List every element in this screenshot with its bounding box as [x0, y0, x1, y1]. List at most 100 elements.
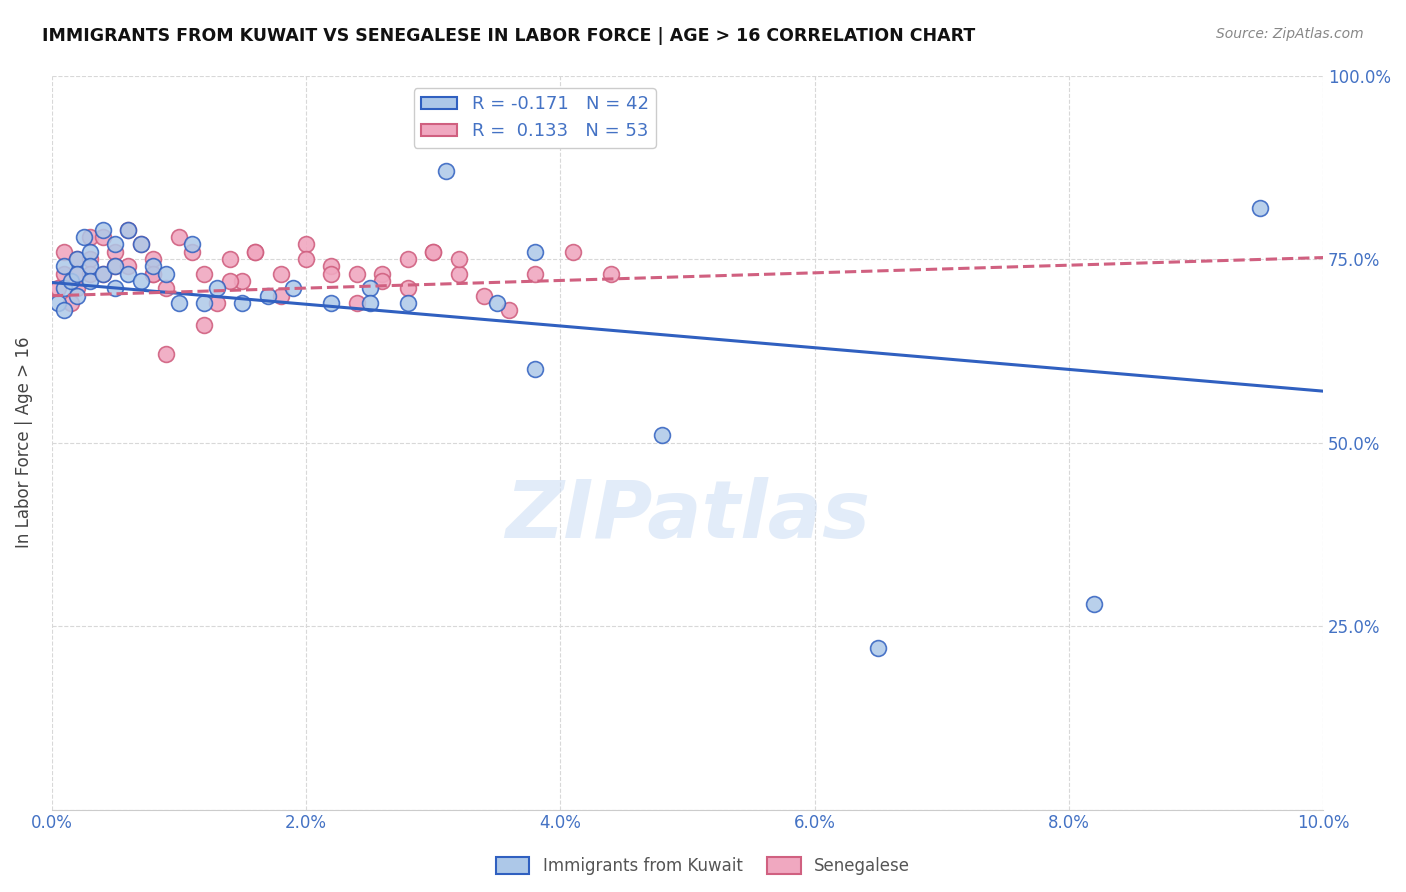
- Point: [1249, 201, 1271, 215]
- Point: [231, 296, 253, 310]
- Point: [523, 362, 546, 376]
- Point: [53, 281, 76, 295]
- Point: [155, 267, 177, 281]
- Point: [167, 296, 190, 310]
- Point: [117, 267, 139, 281]
- Point: [66, 252, 89, 266]
- Point: [46, 281, 69, 295]
- Point: [59, 296, 82, 310]
- Point: [104, 260, 127, 274]
- Point: [447, 252, 470, 266]
- Point: [104, 260, 127, 274]
- Point: [66, 289, 89, 303]
- Legend: Immigrants from Kuwait, Senegalese: Immigrants from Kuwait, Senegalese: [488, 849, 918, 884]
- Point: [79, 252, 101, 266]
- Point: [523, 267, 546, 281]
- Point: [129, 237, 152, 252]
- Point: [117, 222, 139, 236]
- Y-axis label: In Labor Force | Age > 16: In Labor Force | Age > 16: [15, 337, 32, 549]
- Point: [523, 244, 546, 259]
- Point: [371, 267, 394, 281]
- Point: [104, 237, 127, 252]
- Point: [129, 274, 152, 288]
- Point: [346, 296, 368, 310]
- Point: [53, 303, 76, 318]
- Point: [257, 289, 280, 303]
- Point: [66, 281, 89, 295]
- Point: [193, 296, 215, 310]
- Point: [91, 222, 114, 236]
- Point: [321, 267, 343, 281]
- Point: [66, 267, 89, 281]
- Point: [422, 244, 444, 259]
- Point: [321, 260, 343, 274]
- Point: [283, 281, 305, 295]
- Point: [104, 244, 127, 259]
- Point: [46, 296, 69, 310]
- Text: Source: ZipAtlas.com: Source: ZipAtlas.com: [1216, 27, 1364, 41]
- Point: [180, 244, 202, 259]
- Point: [129, 237, 152, 252]
- Point: [142, 267, 165, 281]
- Point: [218, 274, 240, 288]
- Point: [396, 252, 419, 266]
- Point: [472, 289, 495, 303]
- Point: [142, 267, 165, 281]
- Point: [231, 274, 253, 288]
- Point: [180, 237, 202, 252]
- Point: [79, 244, 101, 259]
- Point: [79, 274, 101, 288]
- Point: [270, 267, 292, 281]
- Text: ZIPatlas: ZIPatlas: [505, 477, 870, 555]
- Point: [498, 303, 520, 318]
- Point: [447, 267, 470, 281]
- Point: [91, 230, 114, 244]
- Point: [868, 641, 890, 656]
- Point: [53, 267, 76, 281]
- Text: IMMIGRANTS FROM KUWAIT VS SENEGALESE IN LABOR FORCE | AGE > 16 CORRELATION CHART: IMMIGRANTS FROM KUWAIT VS SENEGALESE IN …: [42, 27, 976, 45]
- Point: [79, 267, 101, 281]
- Point: [359, 281, 381, 295]
- Point: [422, 244, 444, 259]
- Point: [396, 296, 419, 310]
- Point: [371, 274, 394, 288]
- Point: [218, 252, 240, 266]
- Point: [59, 274, 82, 288]
- Point: [91, 267, 114, 281]
- Point: [243, 244, 266, 259]
- Point: [117, 260, 139, 274]
- Point: [66, 267, 89, 281]
- Point: [243, 244, 266, 259]
- Point: [142, 252, 165, 266]
- Point: [205, 296, 228, 310]
- Point: [270, 289, 292, 303]
- Point: [72, 230, 94, 244]
- Point: [167, 230, 190, 244]
- Point: [193, 267, 215, 281]
- Point: [193, 318, 215, 332]
- Point: [53, 244, 76, 259]
- Point: [396, 281, 419, 295]
- Point: [295, 252, 318, 266]
- Point: [205, 281, 228, 295]
- Point: [155, 281, 177, 295]
- Point: [53, 260, 76, 274]
- Point: [79, 260, 101, 274]
- Point: [1083, 597, 1105, 611]
- Point: [295, 237, 318, 252]
- Point: [562, 244, 585, 259]
- Point: [142, 260, 165, 274]
- Point: [79, 230, 101, 244]
- Point: [66, 252, 89, 266]
- Point: [346, 267, 368, 281]
- Point: [117, 222, 139, 236]
- Point: [485, 296, 508, 310]
- Point: [359, 296, 381, 310]
- Point: [91, 267, 114, 281]
- Point: [434, 164, 457, 178]
- Point: [651, 428, 673, 442]
- Point: [104, 281, 127, 295]
- Point: [600, 267, 623, 281]
- Point: [321, 296, 343, 310]
- Legend: R = -0.171   N = 42, R =  0.133   N = 53: R = -0.171 N = 42, R = 0.133 N = 53: [413, 88, 655, 148]
